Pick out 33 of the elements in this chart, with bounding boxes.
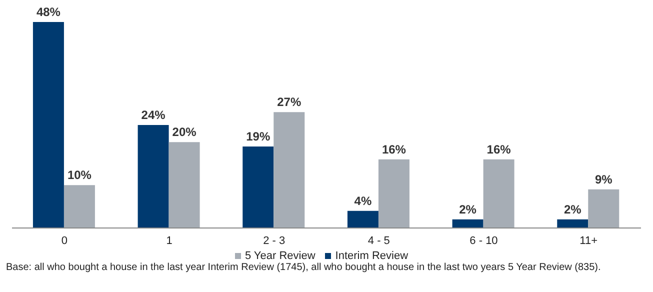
x-tick-label: 2 - 3 bbox=[263, 234, 286, 247]
bar bbox=[378, 159, 410, 228]
data-label: 10% bbox=[67, 168, 92, 182]
data-label: 4% bbox=[354, 194, 372, 208]
legend-label: Interim Review bbox=[335, 250, 408, 262]
data-label: 48% bbox=[36, 5, 61, 19]
bar bbox=[64, 185, 95, 228]
bar bbox=[242, 146, 274, 228]
bar bbox=[32, 22, 64, 228]
bar bbox=[347, 210, 378, 228]
data-label: 16% bbox=[382, 142, 406, 156]
data-label: 27% bbox=[277, 95, 302, 110]
data-label: 24% bbox=[141, 108, 166, 122]
data-label: 19% bbox=[246, 129, 270, 144]
x-tick-label: 0 bbox=[61, 234, 68, 247]
data-label: 20% bbox=[172, 125, 197, 140]
data-label: 2% bbox=[564, 202, 582, 216]
bar bbox=[138, 125, 169, 228]
bar bbox=[557, 219, 588, 228]
bar bbox=[483, 159, 514, 228]
x-tick-label: 6 - 10 bbox=[470, 234, 498, 247]
x-tick-label: 1 bbox=[166, 234, 172, 247]
x-tick-label: 4 - 5 bbox=[368, 234, 390, 247]
x-tick-label: 11+ bbox=[580, 234, 598, 247]
data-label: 2% bbox=[459, 202, 477, 216]
text: Base: all who bought a house in the last year Interim Review (1745), all who bought a house in the last two years 5 Year Review (835). bbox=[6, 262, 602, 274]
data-label: 9% bbox=[594, 172, 613, 186]
bar bbox=[588, 189, 620, 228]
bar bbox=[274, 112, 305, 228]
bar bbox=[452, 219, 484, 228]
data-label: 16% bbox=[486, 142, 512, 156]
bar bbox=[168, 142, 200, 228]
legend-label: 5 Year Review bbox=[244, 250, 316, 262]
